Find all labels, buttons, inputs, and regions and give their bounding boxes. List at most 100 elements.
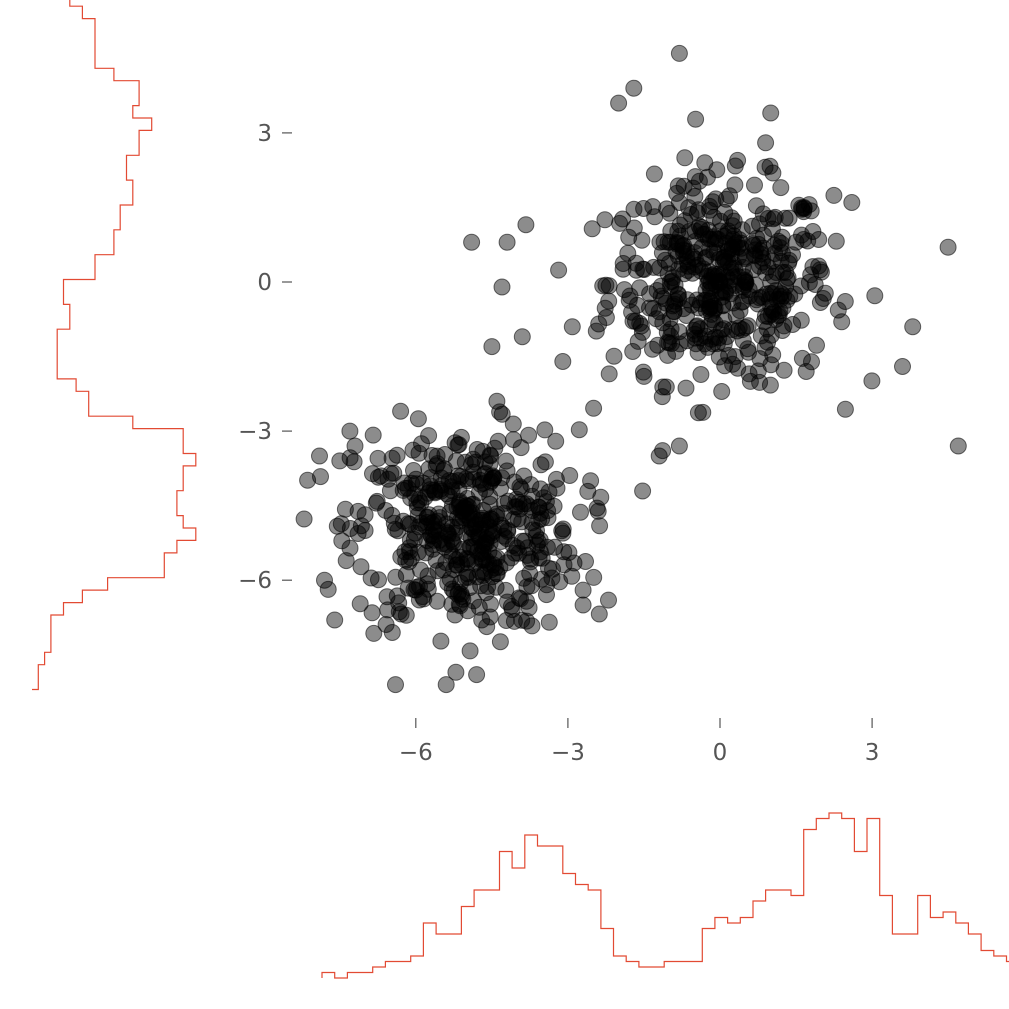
scatter-point xyxy=(701,197,719,215)
scatter-point xyxy=(726,348,744,366)
scatter-point xyxy=(432,632,450,650)
scatter-point xyxy=(670,44,688,62)
scatter-point xyxy=(331,452,349,470)
scatter-point xyxy=(694,403,712,421)
scatter-point xyxy=(633,231,651,249)
scatter-point xyxy=(686,329,704,347)
scatter-point xyxy=(554,524,572,542)
scatter-point xyxy=(836,400,854,418)
scatter-point xyxy=(428,592,446,610)
scatter-point xyxy=(764,210,782,228)
scatter-point xyxy=(439,526,457,544)
scatter-point xyxy=(441,503,459,521)
scatter-point xyxy=(670,194,688,211)
scatter-point xyxy=(521,498,539,516)
scatter-point xyxy=(574,581,592,599)
scatter-point xyxy=(762,104,780,122)
scatter-point xyxy=(670,437,688,455)
scatter-point xyxy=(597,309,615,326)
scatter-point xyxy=(687,110,705,128)
x-tick-label: −3 xyxy=(551,740,585,766)
scatter-point xyxy=(621,287,639,305)
scatter-point xyxy=(295,510,313,528)
scatter-point xyxy=(409,410,427,428)
scatter-point xyxy=(461,642,479,660)
scatter-point xyxy=(468,568,486,586)
scatter-point xyxy=(352,558,370,576)
scatter-point xyxy=(629,332,647,350)
scatter-point xyxy=(381,482,399,500)
scatter-point xyxy=(762,356,780,374)
scatter-point xyxy=(620,228,638,246)
scatter-point xyxy=(775,317,793,335)
scatter-point xyxy=(836,293,854,310)
scatter-point xyxy=(414,474,432,492)
scatter-point xyxy=(600,365,618,383)
scatter-point xyxy=(657,378,675,396)
scatter-point xyxy=(460,568,478,586)
scatter-point xyxy=(468,666,486,684)
scatter-point xyxy=(565,554,583,572)
scatter-point xyxy=(392,548,410,566)
scatter-point xyxy=(458,497,475,515)
scatter-point xyxy=(711,273,729,291)
scatter-point xyxy=(476,564,494,582)
scatter-point xyxy=(446,606,464,624)
scatter-point xyxy=(585,399,603,417)
scatter-point xyxy=(540,613,558,631)
scatter-point xyxy=(827,232,845,250)
scatter-point xyxy=(341,422,359,440)
scatter-point xyxy=(498,530,516,548)
scatter-point xyxy=(449,472,467,490)
scatter-point xyxy=(635,200,653,217)
scatter-point xyxy=(563,318,581,336)
scatter-point xyxy=(825,186,843,204)
scatter-point xyxy=(521,564,539,582)
scatter-point xyxy=(894,358,911,375)
scatter-point xyxy=(518,612,536,630)
scatter-point xyxy=(808,336,825,354)
scatter-point xyxy=(623,303,641,321)
scatter-point xyxy=(356,522,374,539)
scatter-point xyxy=(341,539,359,557)
scatter-point xyxy=(459,602,477,620)
scatter-point xyxy=(561,467,579,484)
x-marginal-histogram xyxy=(321,812,1009,979)
scatter-point xyxy=(351,595,369,613)
scatter-point xyxy=(723,240,741,258)
scatter-point xyxy=(761,376,779,394)
scatter-point xyxy=(337,552,355,570)
scatter-point xyxy=(299,471,317,489)
scatter-point xyxy=(447,452,465,470)
scatter-point xyxy=(548,479,566,497)
scatter-point xyxy=(517,216,535,234)
scatter-point xyxy=(547,470,565,488)
scatter-point xyxy=(513,611,531,629)
scatter-point xyxy=(748,291,765,309)
scatter-point xyxy=(635,367,653,385)
scatter-point xyxy=(780,251,798,269)
scatter-points xyxy=(295,44,967,694)
scatter-point xyxy=(706,314,724,332)
scatter-point xyxy=(697,301,715,319)
scatter-point xyxy=(369,449,387,467)
scatter-point xyxy=(650,303,668,321)
scatter-point xyxy=(572,503,589,521)
scatter-point xyxy=(745,236,762,254)
scatter-point xyxy=(493,405,511,423)
scatter-point xyxy=(843,194,861,211)
scatter-point xyxy=(429,512,447,530)
scatter-point xyxy=(605,347,623,365)
scatter-point xyxy=(675,300,692,318)
scatter-point xyxy=(491,403,509,421)
scatter-point xyxy=(627,254,645,272)
scatter-point xyxy=(349,502,367,520)
scatter-point xyxy=(419,567,437,585)
scatter-point xyxy=(904,318,922,336)
scatter-point xyxy=(530,511,548,529)
x-tick-label: 3 xyxy=(865,740,880,766)
scatter-point xyxy=(536,421,554,439)
scatter-point xyxy=(797,363,815,380)
scatter-point xyxy=(513,532,531,550)
